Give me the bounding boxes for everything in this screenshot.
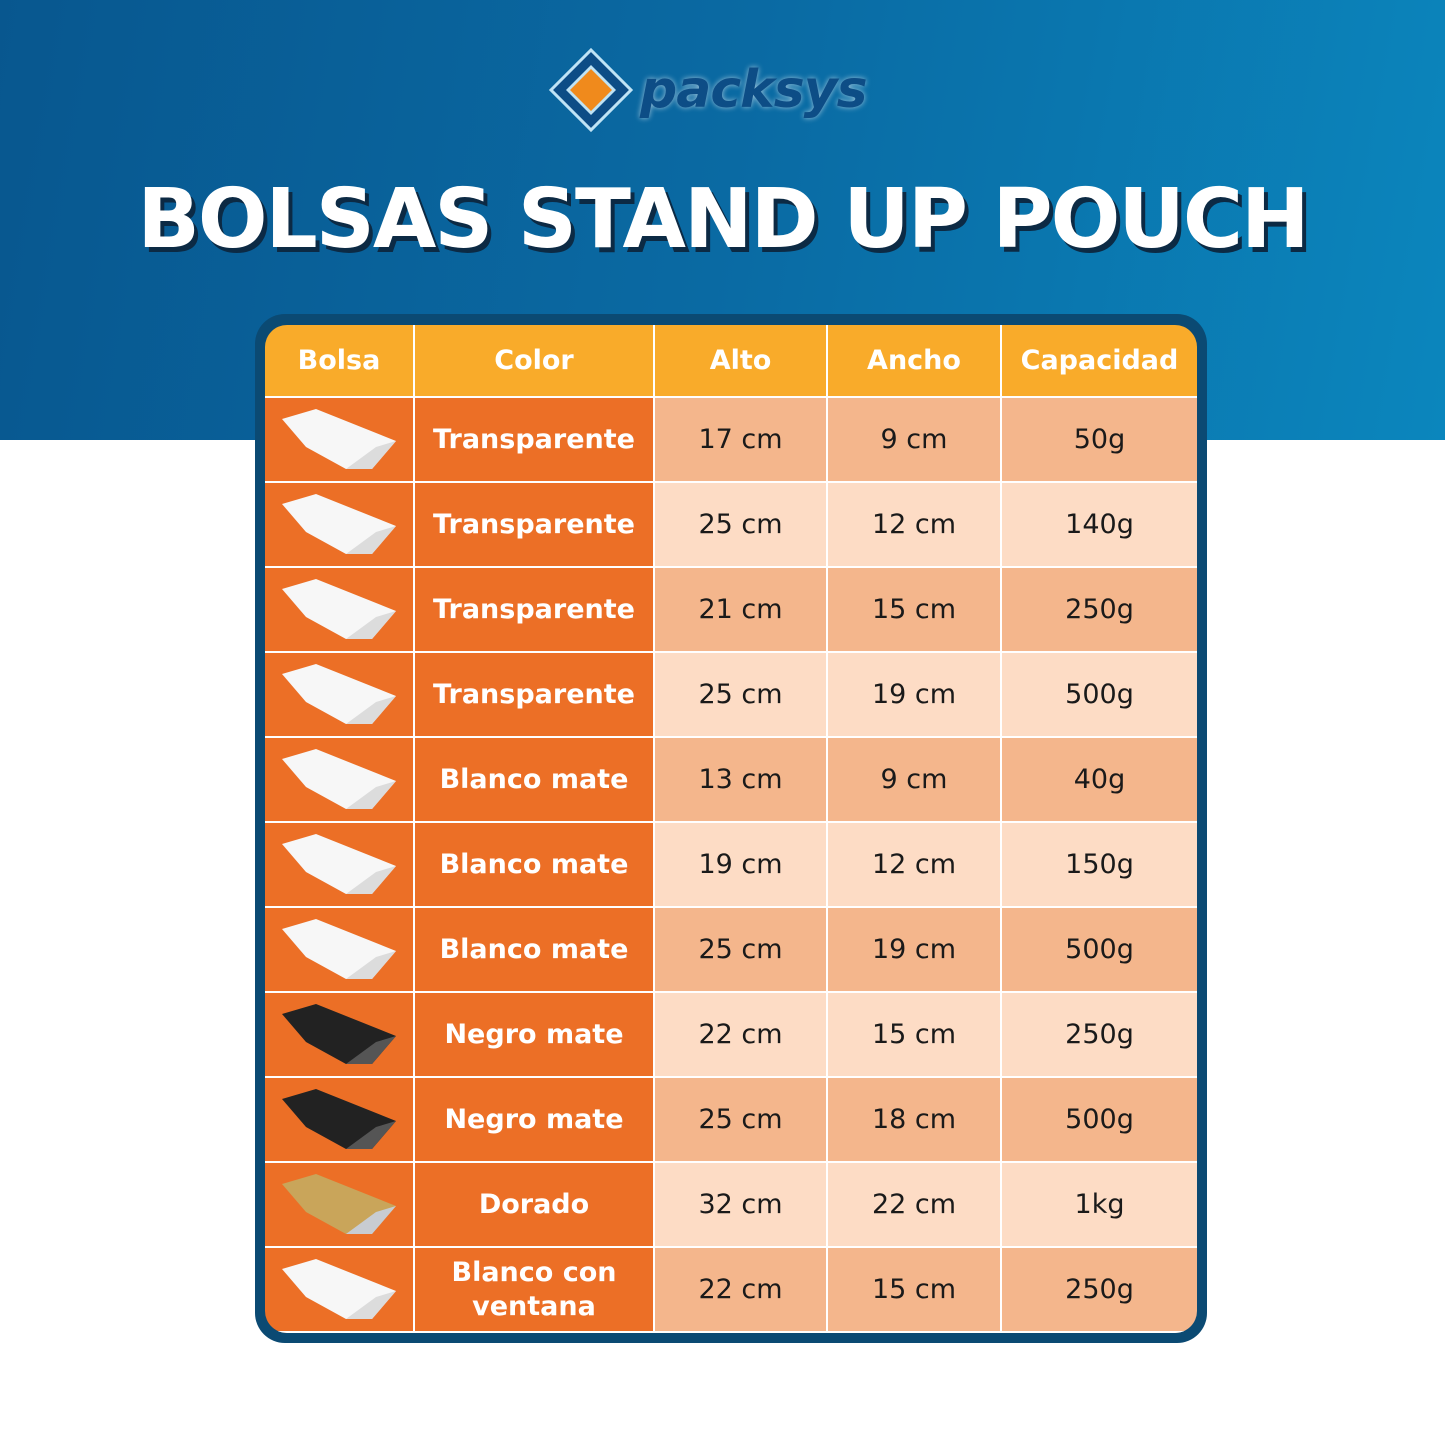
color-cell: Blanco mate [415,908,655,993]
ancho-cell: 15 cm [828,568,1002,653]
white-pouch-icon [282,408,396,469]
white-pouch-icon [282,748,396,809]
color-cell: Transparente [415,653,655,738]
capacidad-cell: 250g [1002,1248,1197,1333]
color-cell: Blanco con ventana [415,1248,655,1333]
white-pouch-icon [282,578,396,639]
logo-text: packsys [640,60,868,120]
logo-diamond-icon [548,47,634,133]
alto-cell: 25 cm [655,483,828,568]
alto-cell: 25 cm [655,653,828,738]
packsys-logo: packsys [548,44,908,136]
bag-image [265,1163,415,1248]
alto-cell: 21 cm [655,568,828,653]
black-pouch-icon [282,1003,396,1064]
color-cell: Transparente [415,483,655,568]
alto-cell: 25 cm [655,908,828,993]
ancho-cell: 19 cm [828,653,1002,738]
bag-image [265,993,415,1078]
alto-cell: 13 cm [655,738,828,823]
ancho-cell: 12 cm [828,483,1002,568]
white-pouch-icon [282,663,396,724]
bag-image [265,653,415,738]
pouch-table: Bolsa Color Alto Ancho Capacidad Transparente… [265,325,1197,1333]
bag-image [265,1248,415,1333]
pouch-table-frame: Bolsa Color Alto Ancho Capacidad Transparente… [255,314,1207,1343]
alto-cell: 17 cm [655,398,828,483]
white-pouch-icon [282,1258,396,1319]
ancho-cell: 22 cm [828,1163,1002,1248]
header-ancho: Ancho [828,325,1002,398]
header-capacidad: Capacidad [1002,325,1197,398]
bag-image [265,738,415,823]
color-cell: Blanco mate [415,823,655,908]
capacidad-cell: 500g [1002,1078,1197,1163]
bag-image [265,823,415,908]
color-cell: Dorado [415,1163,655,1248]
capacidad-cell: 250g [1002,993,1197,1078]
white-pouch-icon [282,833,396,894]
color-cell: Transparente [415,568,655,653]
gold-pouch-icon [282,1173,396,1234]
bag-image [265,483,415,568]
header-color: Color [415,325,655,398]
color-cell: Transparente [415,398,655,483]
bag-image [265,398,415,483]
capacidad-cell: 150g [1002,823,1197,908]
alto-cell: 22 cm [655,993,828,1078]
ancho-cell: 9 cm [828,738,1002,823]
white-pouch-icon [282,493,396,554]
header-alto: Alto [655,325,828,398]
capacidad-cell: 40g [1002,738,1197,823]
alto-cell: 25 cm [655,1078,828,1163]
white-pouch-icon [282,918,396,979]
ancho-cell: 12 cm [828,823,1002,908]
bag-image [265,1078,415,1163]
black-pouch-icon [282,1088,396,1149]
capacidad-cell: 1kg [1002,1163,1197,1248]
header-bolsa: Bolsa [265,325,415,398]
bag-image [265,568,415,653]
capacidad-cell: 250g [1002,568,1197,653]
capacidad-cell: 500g [1002,653,1197,738]
alto-cell: 19 cm [655,823,828,908]
page-title: BOLSAS STAND UP POUCH [137,172,1309,267]
color-cell: Negro mate [415,993,655,1078]
color-cell: Blanco mate [415,738,655,823]
ancho-cell: 9 cm [828,398,1002,483]
alto-cell: 32 cm [655,1163,828,1248]
capacidad-cell: 50g [1002,398,1197,483]
ancho-cell: 15 cm [828,993,1002,1078]
ancho-cell: 18 cm [828,1078,1002,1163]
capacidad-cell: 500g [1002,908,1197,993]
bag-image [265,908,415,993]
ancho-cell: 19 cm [828,908,1002,993]
capacidad-cell: 140g [1002,483,1197,568]
color-cell: Negro mate [415,1078,655,1163]
alto-cell: 22 cm [655,1248,828,1333]
ancho-cell: 15 cm [828,1248,1002,1333]
